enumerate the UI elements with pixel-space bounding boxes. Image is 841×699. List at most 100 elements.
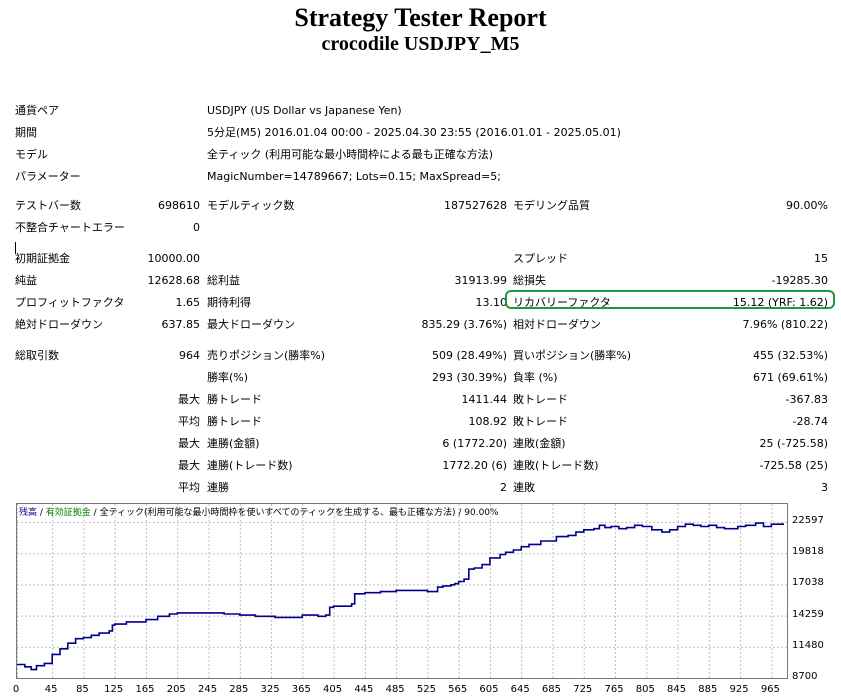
avg-loss-value: -28.74 xyxy=(792,415,828,428)
largest-win-label: 勝トレード xyxy=(207,393,262,406)
abs-drawdown-label: 絶対ドローダウン xyxy=(15,318,103,331)
avg-consec-wins-value: 2 xyxy=(500,481,507,494)
loss-rate-label: 負率 (%) xyxy=(513,371,558,384)
x-tick-label-10: 405 xyxy=(323,684,343,695)
balance-chart xyxy=(16,503,788,679)
x-tick-label-14: 565 xyxy=(448,684,468,695)
balance-chart-svg xyxy=(17,504,787,678)
short-positions-label: 売りポジション(勝率%) xyxy=(207,349,326,362)
x-tick-label-11: 445 xyxy=(354,684,374,695)
legend-equity: 有効証拠金 xyxy=(45,508,91,518)
y-tick-label-0: 8700 xyxy=(792,671,818,682)
avg-consec-losses-label: 連敗 xyxy=(513,481,535,494)
y-tick-label-2: 14259 xyxy=(792,608,824,620)
x-tick-label-21: 845 xyxy=(667,684,687,695)
largest-loss-label: 敗トレード xyxy=(513,393,568,406)
ticks-label: モデルティック数 xyxy=(207,199,295,212)
chart-legend: 残高 / 有効証拠金 / 全ティック(利用可能な最小時間枠を使いすべてのティック… xyxy=(19,505,499,518)
x-tick-label-20: 805 xyxy=(635,684,655,695)
x-tick-label-8: 325 xyxy=(260,684,280,695)
max-consecutive-label: 最大 xyxy=(178,437,200,450)
legend-balance: 残高 xyxy=(19,508,38,518)
info-value-parameters: MagicNumber=14789667; Lots=0.15; MaxSpre… xyxy=(207,170,501,183)
x-tick-label-15: 605 xyxy=(479,684,499,695)
consec-losses-money-label: 連敗(金額) xyxy=(513,437,566,450)
largest-loss-value: -367.83 xyxy=(785,393,828,406)
x-tick-label-16: 645 xyxy=(510,684,530,695)
bars-label: テストバー数 xyxy=(15,199,81,212)
avg-consecutive-label: 平均 xyxy=(178,481,200,494)
y-tick-label-4: 19818 xyxy=(792,546,824,558)
quality-label: モデリング品質 xyxy=(513,199,590,212)
avg-consec-wins-label: 連勝 xyxy=(207,481,229,494)
consec-wins-count-label: 連勝(トレード数) xyxy=(207,459,293,472)
average-label: 平均 xyxy=(178,415,200,428)
legend-sep-1: / xyxy=(37,508,46,518)
report-title: Strategy Tester Report xyxy=(294,3,547,32)
abs-drawdown-value: 637.85 xyxy=(161,318,201,331)
avg-win-label: 勝トレード xyxy=(207,415,262,428)
long-positions-label: 買いポジション(勝率%) xyxy=(513,349,632,362)
win-rate-label: 勝率(%) xyxy=(207,371,249,384)
recovery-factor-value: 15.12 (YRF: 1.62) xyxy=(732,296,828,309)
total-trades-value: 964 xyxy=(179,349,200,362)
consec-losses-money-value: 25 (-725.58) xyxy=(759,437,828,450)
x-tick-label-4: 165 xyxy=(135,684,155,695)
x-tick-label-13: 525 xyxy=(416,684,436,695)
rel-drawdown-value: 7.96% (810.22) xyxy=(742,318,828,331)
x-tick-label-5: 205 xyxy=(166,684,186,695)
info-value-symbol: USDJPY (US Dollar vs Japanese Yen) xyxy=(207,104,402,117)
expected-payoff-label: 期待利得 xyxy=(207,296,251,309)
short-positions-value: 509 (28.49%) xyxy=(431,349,507,362)
consec-losses-count-label: 連敗(トレード数) xyxy=(513,459,599,472)
x-tick-label-3: 125 xyxy=(104,684,124,695)
x-tick-label-0: 0 xyxy=(12,684,20,695)
gross-loss-value: -19285.30 xyxy=(771,274,828,287)
y-tick-label-5: 22597 xyxy=(792,514,824,526)
gross-profit-label: 総利益 xyxy=(207,274,240,287)
x-tick-label-19: 765 xyxy=(604,684,624,695)
text-cursor xyxy=(15,242,16,254)
spread-label: スプレッド xyxy=(513,252,568,265)
recovery-factor-highlight xyxy=(505,290,835,309)
x-tick-label-23: 925 xyxy=(729,684,749,695)
rel-drawdown-label: 相対ドローダウン xyxy=(513,318,601,331)
info-label-parameters: パラメーター xyxy=(15,170,81,183)
consec-losses-count-value: -725.58 (25) xyxy=(759,459,828,472)
report-subtitle: crocodile USDJPY_M5 xyxy=(321,33,520,55)
balance-line xyxy=(17,522,784,671)
x-tick-label-24: 965 xyxy=(760,684,780,695)
spread-value: 15 xyxy=(814,252,828,265)
info-value-model: 全ティック (利用可能な最小時間枠による最も正確な方法) xyxy=(207,148,494,161)
info-label-period: 期間 xyxy=(15,126,37,139)
bars-value: 698610 xyxy=(158,199,200,212)
gross-loss-label: 総損失 xyxy=(513,274,546,287)
legend-sep-2: / xyxy=(90,508,100,518)
legend-model: 全ティック(利用可能な最小時間枠を使いすべてのティックを生成する、最も正確な方法… xyxy=(99,508,499,518)
x-tick-label-17: 685 xyxy=(541,684,562,695)
quality-value: 90.00% xyxy=(786,199,828,212)
net-profit-value: 12628.68 xyxy=(147,274,201,287)
x-tick-label-18: 725 xyxy=(573,684,593,695)
x-tick-label-9: 365 xyxy=(291,684,311,695)
consec-wins-money-value: 6 (1772.20) xyxy=(442,437,507,450)
x-tick-label-1: 45 xyxy=(44,684,58,695)
info-label-model: モデル xyxy=(15,148,48,161)
x-tick-label-2: 85 xyxy=(76,684,89,695)
largest-win-value: 1411.44 xyxy=(461,393,508,406)
recovery-factor-label: リカバリーファクタ xyxy=(513,296,611,309)
total-trades-label: 総取引数 xyxy=(15,349,59,362)
profit-factor-value: 1.65 xyxy=(175,296,201,309)
net-profit-label: 純益 xyxy=(15,274,37,287)
mismatch-label: 不整合チャートエラー xyxy=(15,221,125,234)
info-value-period: 5分足(M5) 2016.01.04 00:00 - 2025.04.30 23… xyxy=(207,126,621,139)
avg-win-value: 108.92 xyxy=(468,415,508,428)
max-drawdown-value: 835.29 (3.76%) xyxy=(421,318,507,331)
largest-label: 最大 xyxy=(178,393,200,406)
x-tick-label-6: 245 xyxy=(197,684,218,695)
gross-profit-value: 31913.99 xyxy=(454,274,508,287)
y-tick-label-1: 11480 xyxy=(792,639,824,651)
consec-wins-count-value: 1772.20 (6) xyxy=(442,459,507,472)
max-consecutive-count-label: 最大 xyxy=(178,459,200,472)
x-tick-label-7: 285 xyxy=(229,684,249,695)
